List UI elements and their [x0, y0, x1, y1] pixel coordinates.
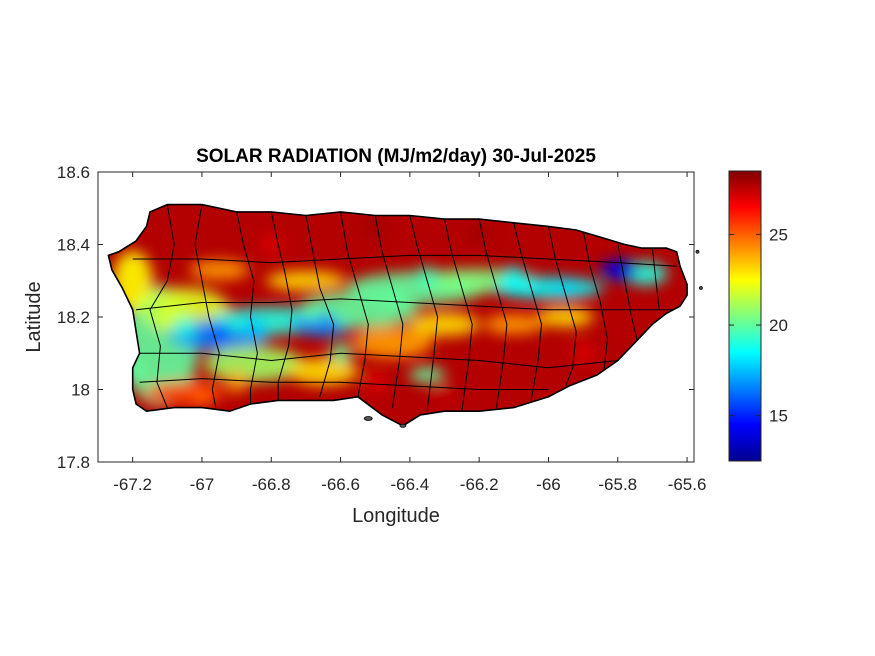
x-tick-label: -66.2 [460, 475, 499, 494]
municipality-border [651, 248, 660, 310]
field-sample [468, 222, 491, 245]
field-patch [483, 314, 544, 335]
field-sample [225, 371, 248, 394]
field-sample [242, 316, 265, 339]
field-sample [173, 316, 196, 339]
colorbar-ticks: 15 20 25 [729, 225, 788, 426]
y-tick-label: 18.6 [57, 163, 90, 182]
field-sample [613, 258, 636, 281]
municipality-border [236, 211, 258, 404]
colorbar [728, 170, 762, 462]
municipality-border [340, 211, 369, 397]
field-patch [265, 270, 346, 291]
x-tick-label: -66.4 [390, 475, 429, 494]
y-tick-label: 18.4 [57, 236, 90, 255]
x-tick-label: -65.6 [668, 475, 707, 494]
islet [699, 286, 703, 290]
municipality-border [194, 204, 220, 408]
field-patch [352, 326, 433, 359]
field-sample [315, 313, 338, 336]
x-tick-label: -66.8 [252, 475, 291, 494]
field-sample [502, 266, 525, 289]
x-tick-label: -66 [536, 475, 561, 494]
y-tick-label: 17.8 [57, 453, 90, 472]
municipality-border [478, 218, 508, 408]
islets [363, 249, 703, 428]
y-axis-ticks: 17.8 18 18.2 18.4 18.6 [57, 163, 694, 472]
field-sample [416, 266, 439, 289]
y-tick-label: 18 [71, 381, 90, 400]
x-tick-label: -67 [190, 475, 215, 494]
field-sample [433, 385, 456, 408]
municipality-border [582, 229, 608, 372]
colorbar-tick-label: 25 [769, 225, 788, 244]
municipality-borders [132, 204, 677, 412]
field-patch [537, 307, 594, 327]
field-patch [288, 357, 359, 386]
municipality-border [139, 378, 549, 390]
colorbar-tick-label: 20 [769, 316, 788, 335]
islet [695, 249, 700, 254]
municipality-border [136, 352, 618, 369]
islet [363, 416, 373, 421]
y-axis-label: Latitude [23, 281, 45, 352]
field-patch [409, 312, 480, 337]
x-axis-ticks: -67.2 -67 -66.8 -66.6 -66.4 -66.2 -66 -65.8 -65.… [113, 172, 706, 494]
municipality-border [548, 226, 577, 387]
municipality-border [444, 218, 473, 412]
municipality-border [374, 215, 404, 408]
field-sample [364, 215, 387, 238]
field-patch [409, 367, 446, 383]
colorbar-tick-label: 15 [769, 407, 788, 426]
municipality-border [136, 298, 674, 311]
field-sample [190, 385, 213, 408]
municipality-border [409, 215, 439, 412]
field-patch [203, 346, 304, 383]
municipality-border [149, 204, 175, 408]
chart-title: SOLAR RADIATION (MJ/m2/day) 30-Jul-2025 [196, 146, 596, 167]
field-sample [260, 233, 283, 256]
coastline [107, 203, 688, 427]
field-sample [208, 320, 231, 343]
field-patch [189, 259, 250, 280]
x-tick-label: -65.8 [598, 475, 637, 494]
field-sample [572, 342, 595, 365]
municipality-border [305, 215, 335, 397]
municipality-border [513, 222, 543, 401]
islet [399, 423, 407, 428]
x-axis-label: Longitude [352, 505, 440, 527]
radiation-field [108, 204, 688, 426]
municipality-border [132, 254, 677, 267]
field-sample [554, 277, 577, 299]
field-sample [381, 287, 404, 310]
field-sample [364, 371, 387, 394]
y-tick-label: 18.2 [57, 308, 90, 327]
x-tick-label: -66.6 [321, 475, 360, 494]
x-tick-label: -67.2 [113, 475, 152, 494]
